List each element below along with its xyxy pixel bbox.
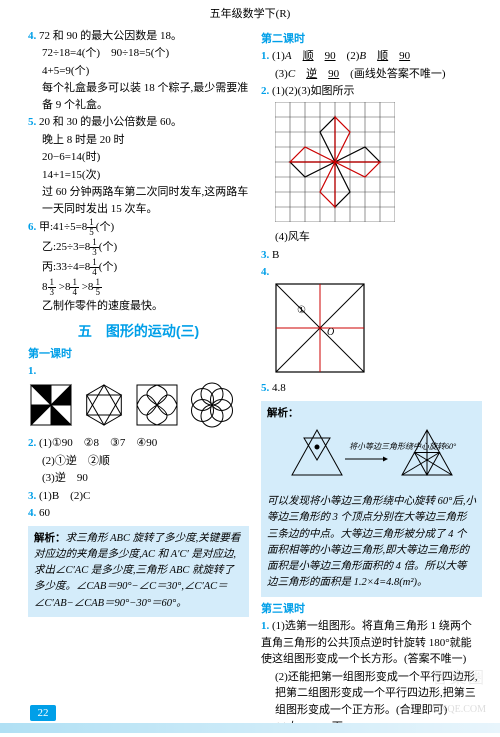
analysis-text-right: 可以发现将小等边三角形绕中心旋转 60°后,小等边三角形的 3 个顶点分别在大等… [267, 496, 476, 588]
svg-text:O: O [327, 327, 334, 338]
lesson1-title: 第一课时 [28, 346, 249, 363]
l2-q5: 5. 4.8 [261, 380, 482, 397]
q6-l2: 丙:33÷4=814(个) [28, 258, 249, 277]
l1-q4: 4. 60 [28, 505, 249, 522]
unit: (个) [96, 221, 114, 233]
l1-q2c: (3)逆 90 [28, 470, 249, 487]
l1-q1: 1. [28, 363, 249, 380]
l3-q1b: (2)还能把第一组图形变成一个平行四边形,把第二组图形变成一个平行四边形,把第三… [261, 669, 482, 719]
l1-q2b: (2)①逆 ②顺 [28, 453, 249, 470]
two-columns: 4. 72 和 90 的最大公因数是 18。 72÷18=4(个) 90÷18=… [0, 27, 500, 737]
q4-l3: 每个礼盒最多可以装 18 个粽子,最少需要准备 9 个礼盒。 [28, 80, 249, 113]
l2-q1: 1. (1)A 顺 90 (2)B 顺 90 [261, 48, 482, 65]
l2-q4: 4. [261, 264, 482, 281]
section-title: 五 图形的运动(三) [28, 321, 249, 342]
analysis-box-left: 解析：求三角形 ABC 旋转了多少度,关键要看对应边的夹角是多少度,AC 和 A… [28, 526, 249, 617]
l1-q2: 2. (1)①90 ②8 ③7 ④90 [28, 435, 249, 452]
l2-q1b: (3)C 逆 90 (画线处答案不唯一) [261, 66, 482, 83]
q6-l3: 813 >814 >815 [28, 278, 249, 297]
q5: 5. 20 和 30 的最小公倍数是 60。 [28, 114, 249, 131]
bottom-bar [0, 723, 500, 733]
svg-text:将小等边三角形绕中心旋转60°: 将小等边三角形绕中心旋转60° [349, 442, 457, 451]
q5-l4: 过 60 分钟两路车第二次同时发车,这两路车一天同时发出 15 次车。 [28, 184, 249, 217]
square-x-diagram: ① O [261, 283, 482, 379]
q5-l2: 20−6=14(时) [28, 149, 249, 166]
q6-l1: 乙:25÷3=813(个) [28, 238, 249, 257]
frac: 15 [87, 218, 96, 237]
page-title: 五年级数学下(R) [0, 0, 500, 27]
lesson3-title: 第三课时 [261, 601, 482, 618]
q4: 4. 72 和 90 的最大公因数是 18。 [28, 28, 249, 45]
triangle-diagram: 将小等边三角形绕中心旋转60° [267, 425, 476, 491]
l2-q2: 2. (1)(2)(3)如图所示 [261, 83, 482, 100]
left-column: 4. 72 和 90 的最大公因数是 18。 72÷18=4(个) 90÷18=… [28, 27, 249, 737]
l2-q3: 3. B [261, 247, 482, 264]
q5-l0: 20 和 30 的最小公倍数是 60。 [39, 116, 182, 128]
q6-l0: 甲:41÷5=8 [39, 221, 87, 233]
right-column: 第二课时 1. (1)A 顺 90 (2)B 顺 90 (3)C 逆 90 (画… [261, 27, 482, 737]
lesson2-title: 第二课时 [261, 31, 482, 48]
svg-text:①: ① [297, 305, 306, 316]
analysis-box-right: 解析： 将小等边三角形绕中心旋转60° [261, 401, 482, 597]
q4-l2: 4+5=9(个) [28, 63, 249, 80]
four-diagrams [28, 382, 249, 434]
q4-l1: 72÷18=4(个) 90÷18=5(个) [28, 45, 249, 62]
q4-l0: 72 和 90 的最大公因数是 18。 [39, 30, 182, 42]
l1-q3: 3. (1)B (2)C [28, 488, 249, 505]
page-number: 22 [30, 705, 56, 721]
l3-q1a: 1. (1)选第一组图形。将直角三角形 1 绕两个直角三角形的公共顶点逆时针旋转… [261, 618, 482, 668]
grid-diagram [261, 102, 482, 228]
q5-l1: 晚上 8 时是 20 时 [28, 132, 249, 149]
q6-l4: 乙制作零件的速度最快。 [28, 298, 249, 315]
q5-l3: 14+1=15(次) [28, 167, 249, 184]
l2-q2b: (4)风车 [261, 229, 482, 246]
q6: 6. 甲:41÷5=815(个) [28, 218, 249, 237]
